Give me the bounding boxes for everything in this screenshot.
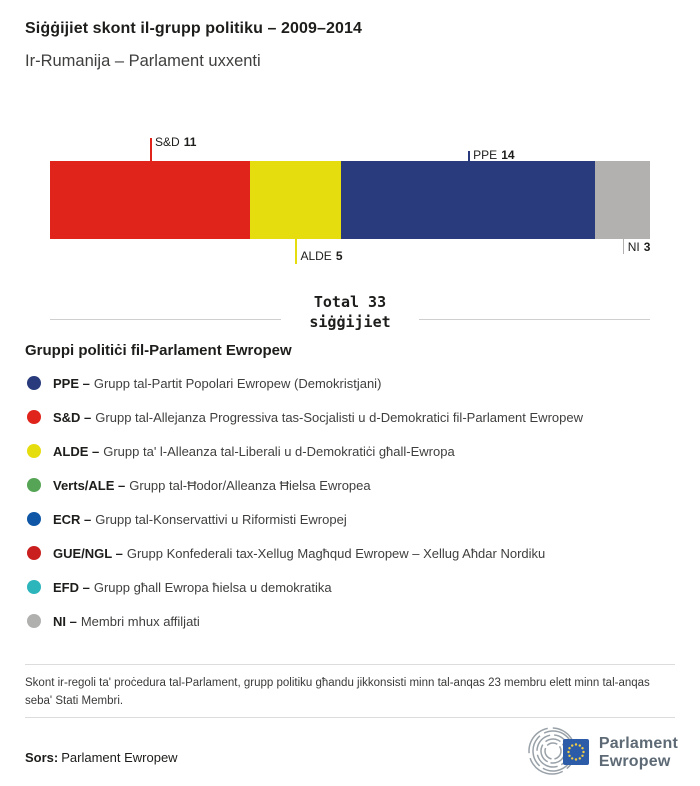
total-row: Total 33 siġġijiet [50, 292, 650, 332]
legend-item-ppe: PPE – Grupp tal-Partit Popolari Ewropew (… [25, 366, 680, 400]
total-label: Total 33 siġġijiet [309, 293, 391, 331]
legend-dot [27, 376, 41, 390]
stacked-bar [50, 161, 650, 239]
legend-item-sd: S&D – Grupp tal-Allejanza Progressiva tas… [25, 400, 680, 434]
source-label: Sors: [25, 750, 59, 765]
source-value: Parlament Ewropew [61, 750, 178, 765]
legend-item-ni: NI – Membri mhux affiljati [25, 604, 680, 638]
bar-segment-alde [250, 161, 341, 239]
footnote: Skont ir-regoli ta' proċedura tal-Parlam… [25, 677, 650, 708]
total-divider-right [418, 318, 650, 320]
eu-flag-icon [562, 739, 589, 765]
page-title: Siġġijiet skont il-grupp politiku – 2009… [25, 20, 363, 37]
footnote-divider [25, 664, 675, 665]
callout-tick [622, 239, 625, 254]
callout-tick [295, 239, 297, 264]
callout-label: NI 3 [627, 240, 651, 254]
bar-segment-sd [50, 161, 250, 239]
legend-heading: Gruppi politiċi fil-Parlament Ewropew [25, 342, 292, 359]
legend-dot [27, 614, 41, 628]
total-divider-left [50, 318, 282, 320]
callout-label: PPE 14 [473, 148, 515, 162]
legend-item-gue-ngl: GUE/NGL – Grupp Konfederali tax-Xellug Ma… [25, 536, 680, 570]
legend-dot [27, 546, 41, 560]
source-line: Sors: Parlament Ewropew [25, 750, 178, 765]
legend-dot [27, 478, 41, 492]
callout-tick [468, 151, 470, 161]
bar-segment-ppe [340, 161, 596, 239]
legend-dot [27, 580, 41, 594]
legend-dot [27, 444, 41, 458]
legend-item-ecr: ECR – Grupp tal-Konservattivi u Riformist… [25, 502, 680, 536]
ep-hemicycle-icon [528, 727, 589, 775]
ep-logo-text: Parlament Ewropew [599, 735, 678, 771]
callout-label: S&D 11 [155, 135, 197, 149]
legend-dot [27, 512, 41, 526]
ep-logo: Parlament Ewropew [519, 726, 678, 780]
ep-logo-line1: Parlament [598, 735, 678, 752]
callout-label: ALDE 5 [300, 249, 343, 263]
source-divider [25, 717, 675, 718]
legend-item-verts-ale: Verts/ALE – Grupp tal-Ħodor/Alleanza Ħiel… [25, 468, 680, 502]
seats-bar-chart: S&D 11 ALDE 5 PPE 14 NI 3 [50, 130, 650, 270]
legend: PPE – Grupp tal-Partit Popolari Ewropew (… [25, 366, 680, 638]
bar-segment-ni [595, 161, 650, 239]
legend-item-alde: ALDE – Grupp ta' l-Alleanza tal-Liberali … [25, 434, 680, 468]
legend-dot [27, 410, 41, 424]
ep-logo-line2: Ewropew [598, 753, 671, 770]
page-subtitle: Ir-Rumanija – Parlament uxxenti [25, 52, 261, 70]
callout-tick [150, 138, 152, 161]
legend-item-efd: EFD – Grupp għall Ewropa ħielsa u demokra… [25, 570, 680, 604]
